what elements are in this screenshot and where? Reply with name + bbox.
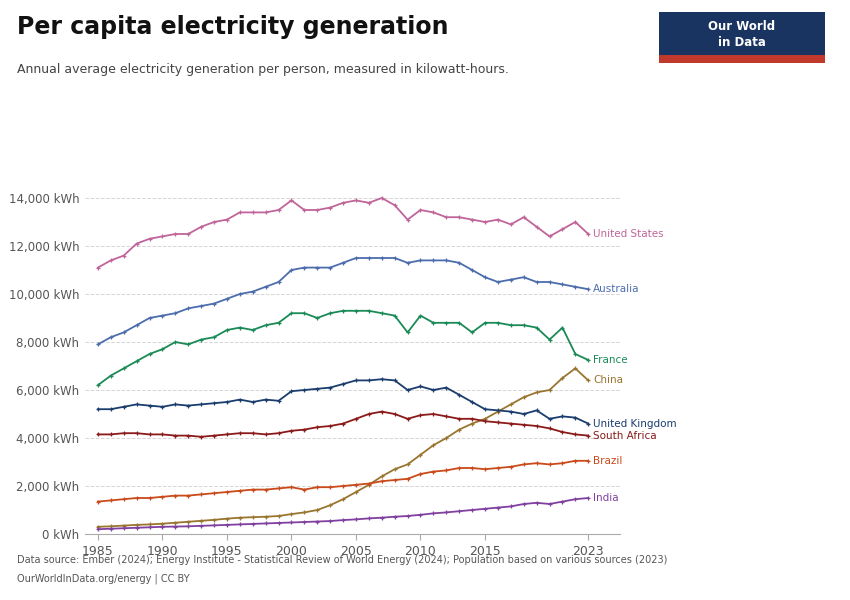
FancyBboxPatch shape bbox=[659, 12, 824, 55]
Text: Annual average electricity generation per person, measured in kilowatt-hours.: Annual average electricity generation pe… bbox=[17, 63, 509, 76]
FancyBboxPatch shape bbox=[659, 55, 824, 63]
Text: France: France bbox=[593, 355, 628, 365]
Text: Data source: Ember (2024); Energy Institute - Statistical Review of World Energy: Data source: Ember (2024); Energy Instit… bbox=[17, 555, 667, 565]
Text: Our World: Our World bbox=[708, 20, 775, 33]
Text: South Africa: South Africa bbox=[593, 431, 657, 440]
Text: in Data: in Data bbox=[717, 36, 766, 49]
Text: Per capita electricity generation: Per capita electricity generation bbox=[17, 15, 449, 39]
Text: OurWorldInData.org/energy | CC BY: OurWorldInData.org/energy | CC BY bbox=[17, 573, 190, 583]
Text: Brazil: Brazil bbox=[593, 456, 623, 466]
Text: Australia: Australia bbox=[593, 284, 640, 294]
Text: United States: United States bbox=[593, 229, 664, 239]
Text: United Kingdom: United Kingdom bbox=[593, 419, 677, 428]
Text: China: China bbox=[593, 376, 623, 385]
Text: India: India bbox=[593, 493, 619, 503]
